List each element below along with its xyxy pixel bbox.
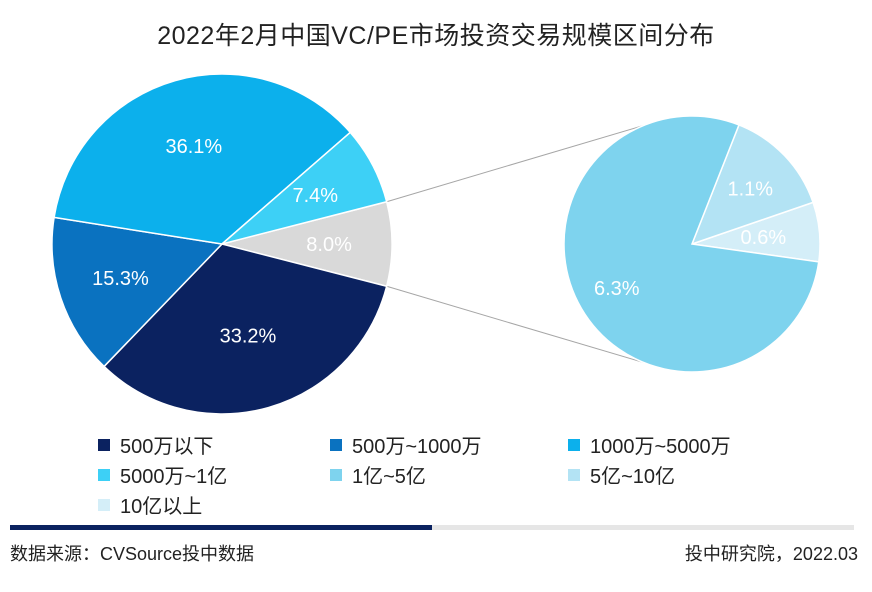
connector-lines [386,124,645,364]
legend-label: 10亿以上 [120,496,203,518]
legend-label: 500万以下 [120,436,214,458]
legend-label: 500万~1000万 [352,436,482,458]
slice-value-label: 15.3% [92,268,149,290]
pie-of-pie-chart: 8.0% 33.2% 15.3% 36.1% 7.4% 0.6% 1.1% 6.3% [51,73,821,415]
main-pie: 8.0% 33.2% 15.3% 36.1% 7.4% [51,73,393,415]
legend-item: 10亿以上 [98,490,202,519]
pie-slice [563,115,820,373]
legend-swatch [568,438,580,451]
legend-swatch [98,498,110,511]
pie-slice [53,73,352,245]
legend-swatch [330,468,342,481]
connector-line [386,124,645,203]
legend-item: 500万~1000万 [330,430,482,459]
slice-value-label: 8.0% [306,234,352,256]
chart-title: 2022年2月中国VC/PE市场投资交易规模区间分布 [157,22,715,50]
credit-line: 投中研究院，2022.03 [684,544,858,564]
slice-value-label: 6.3% [594,278,640,300]
legend-item: 5亿~10亿 [568,460,675,489]
data-source: 数据来源：CVSource投中数据 [10,544,255,564]
slice-value-label: 1.1% [727,178,773,200]
legend-label: 5亿~10亿 [590,466,676,488]
legend-swatch [330,438,342,451]
legend-label: 5000万~1亿 [120,466,228,488]
pie-slice [221,131,388,245]
slice-value-label: 36.1% [165,136,222,158]
sub-pie: 0.6% 1.1% 6.3% [563,115,821,373]
legend-item: 5000万~1亿 [98,460,227,489]
footer-divider-accent [10,525,432,530]
slice-value-label: 33.2% [220,326,277,348]
pie-slice [690,123,814,246]
slice-value-label: 0.6% [741,227,787,249]
slice-value-label: 7.4% [293,185,339,207]
legend-item: 500万以下 [98,430,213,459]
pie-slice [51,216,224,368]
legend-swatch [568,468,580,481]
pie-slice [103,243,388,415]
legend-label: 1000万~5000万 [590,436,731,458]
legend-item: 1亿~5亿 [330,460,426,489]
legend-item: 1000万~5000万 [568,430,731,459]
footer-divider [10,525,854,530]
legend-swatch [98,468,110,481]
connector-line [386,285,645,364]
legend-swatch [98,438,110,451]
legend-label: 1亿~5亿 [352,466,426,488]
